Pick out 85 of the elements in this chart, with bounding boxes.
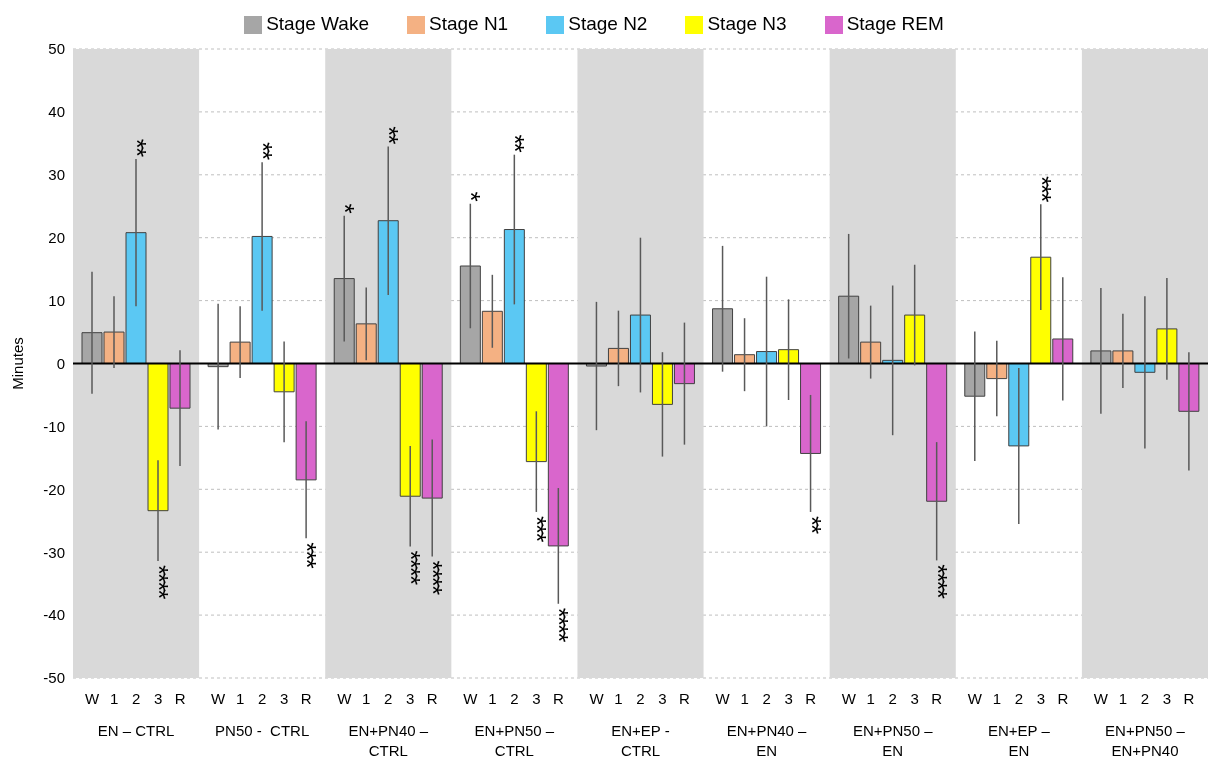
y-tick-label: -40 bbox=[43, 606, 65, 624]
text: R bbox=[1057, 690, 1069, 707]
text: 2 bbox=[1014, 690, 1024, 707]
data-label: * bbox=[330, 203, 361, 214]
text: R bbox=[931, 690, 943, 707]
x-tick-label: EN+EP - CTRL bbox=[611, 722, 670, 759]
text: R bbox=[426, 690, 438, 707]
text: R bbox=[1183, 690, 1195, 707]
legend-label: Stage N2 bbox=[568, 13, 648, 34]
legend-label: Stage N3 bbox=[707, 13, 787, 34]
y-tick-label: 20 bbox=[48, 229, 65, 247]
text: W bbox=[589, 690, 605, 707]
text: 3 bbox=[1162, 690, 1172, 707]
text: 2 bbox=[888, 690, 897, 707]
text: 3 bbox=[658, 690, 667, 707]
text: W bbox=[211, 690, 227, 707]
data-label: ** bbox=[374, 126, 405, 145]
x-tick-label: EN+PN40 – EN bbox=[726, 722, 808, 759]
text: 2 bbox=[636, 690, 645, 707]
data-label: *** bbox=[292, 542, 323, 569]
data-label: *** bbox=[1026, 176, 1057, 203]
text: W bbox=[1093, 690, 1109, 707]
text: 1 bbox=[488, 690, 497, 707]
text: W bbox=[463, 690, 479, 707]
text: 2 bbox=[510, 690, 519, 707]
text: 2 bbox=[131, 690, 141, 707]
text: 1 bbox=[866, 690, 875, 707]
text: W bbox=[841, 690, 857, 707]
data-label: *** bbox=[522, 515, 553, 543]
x-tick-label: EN+PN50 – EN bbox=[852, 722, 934, 759]
data-label: **** bbox=[396, 550, 427, 585]
x-tick-label: EN+PN40 – CTRL bbox=[348, 722, 429, 759]
y-tick-label: -30 bbox=[43, 543, 65, 561]
text: 3 bbox=[279, 690, 289, 707]
y-tick-label: -50 bbox=[43, 669, 65, 687]
text: 1 bbox=[614, 690, 623, 707]
text: 1 bbox=[740, 690, 749, 707]
data-label: ** bbox=[500, 134, 531, 153]
y-tick-label: 40 bbox=[48, 103, 65, 121]
data-label: **** bbox=[922, 564, 953, 599]
y-tick-label: 50 bbox=[48, 40, 65, 58]
x-tick-label: EN+PN50 – CTRL bbox=[474, 722, 555, 759]
text: 3 bbox=[784, 690, 793, 707]
text: 3 bbox=[153, 690, 163, 707]
text: W bbox=[967, 690, 983, 707]
y-tick-label: 10 bbox=[48, 291, 65, 309]
text: 2 bbox=[384, 690, 393, 707]
y-tick-label: -20 bbox=[43, 480, 65, 498]
x-tick-label: EN+PN50 – EN+PN40 bbox=[1105, 722, 1186, 759]
text: W bbox=[715, 690, 731, 707]
text: W bbox=[84, 690, 100, 707]
text: 2 bbox=[762, 690, 771, 707]
legend-label: Stage N1 bbox=[428, 13, 509, 34]
text: R bbox=[552, 690, 564, 707]
data-label: **** bbox=[544, 607, 575, 643]
text: 3 bbox=[910, 690, 919, 707]
text: R bbox=[679, 690, 691, 707]
text: 1 bbox=[362, 690, 371, 707]
text: 1 bbox=[1118, 690, 1128, 707]
y-tick-label: -10 bbox=[43, 417, 65, 435]
text: 1 bbox=[109, 690, 119, 707]
legend-label: Stage Wake bbox=[266, 13, 369, 34]
text: W bbox=[337, 690, 353, 707]
text: 1 bbox=[235, 690, 245, 707]
x-tick-label: EN+EP – EN bbox=[987, 722, 1051, 759]
data-label: ** bbox=[796, 515, 827, 535]
data-label: ** bbox=[248, 141, 279, 161]
text: R bbox=[174, 690, 186, 707]
y-axis-title: Minutes bbox=[9, 337, 27, 390]
legend-label: Stage REM bbox=[846, 13, 944, 34]
text: R bbox=[805, 690, 817, 707]
y-tick-label: 30 bbox=[48, 166, 65, 184]
text: 3 bbox=[532, 690, 541, 707]
data-label: **** bbox=[144, 565, 174, 600]
text: 3 bbox=[406, 690, 415, 707]
x-tick-label: EN – CTRL bbox=[97, 722, 175, 739]
data-label: * bbox=[456, 191, 487, 202]
y-tick-label: 0 bbox=[56, 354, 65, 372]
x-tick-label: PN50 - CTRL bbox=[215, 722, 310, 739]
data-label: ** bbox=[122, 138, 152, 157]
text: 1 bbox=[992, 690, 1002, 707]
text: R bbox=[300, 690, 312, 707]
text: 3 bbox=[1036, 690, 1046, 707]
text: 2 bbox=[1140, 690, 1150, 707]
text: 2 bbox=[257, 690, 267, 707]
